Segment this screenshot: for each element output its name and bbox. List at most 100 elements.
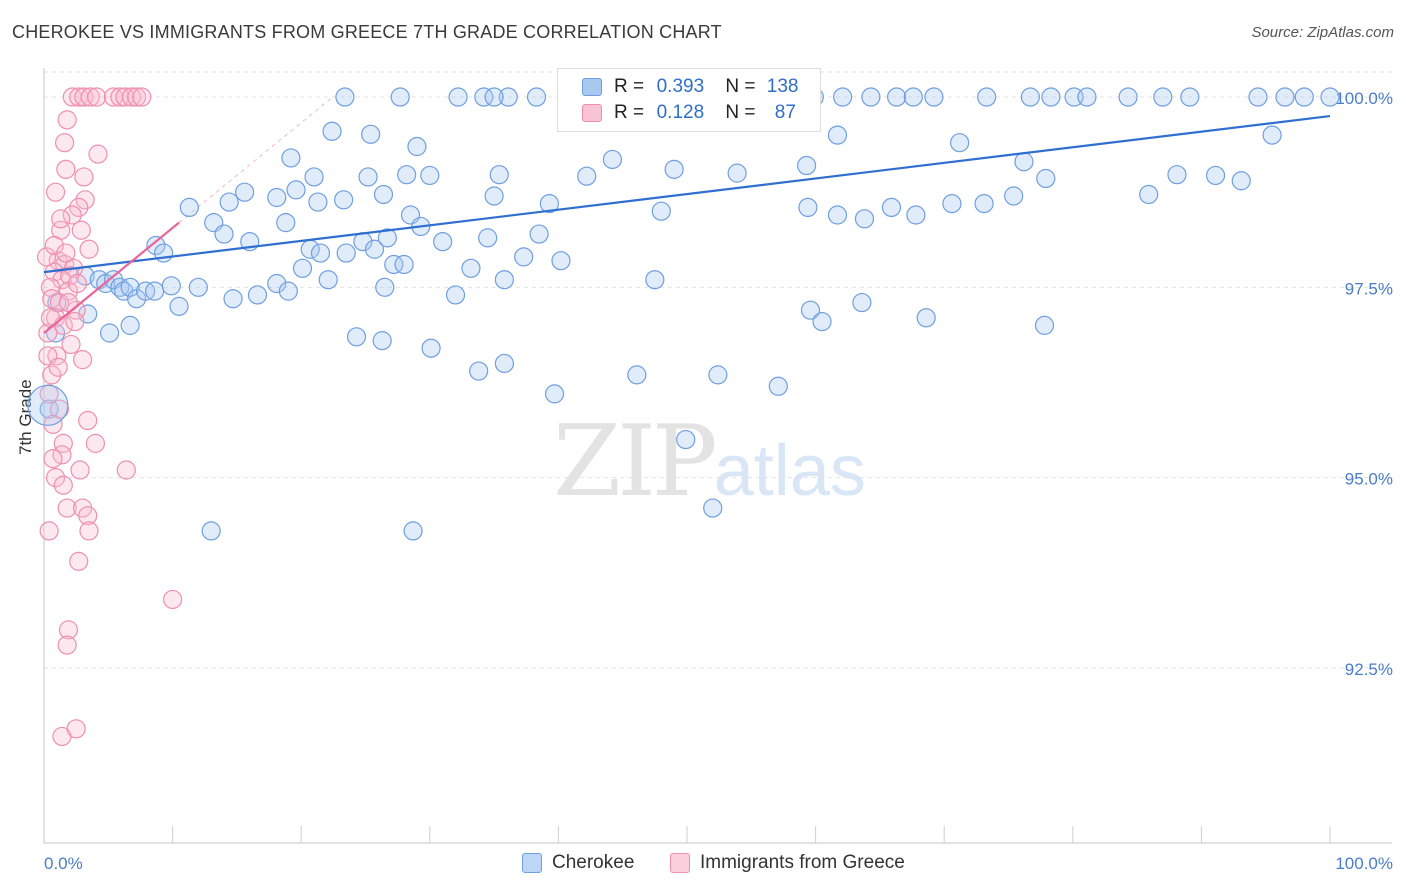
greece-point bbox=[53, 475, 73, 495]
cherokee-point bbox=[267, 273, 287, 294]
greece-point bbox=[79, 521, 99, 541]
greece-point bbox=[69, 197, 89, 218]
legend-n-label-2: N = bbox=[725, 102, 756, 123]
cherokee-point bbox=[812, 311, 832, 332]
greece-point bbox=[45, 468, 66, 488]
legend-r-value-cherokee: 0.393 bbox=[656, 76, 705, 97]
bottom-legend-greece[interactable]: Immigrants from Greece bbox=[670, 852, 905, 874]
cherokee-point-large bbox=[27, 384, 69, 426]
cherokee-point bbox=[887, 87, 907, 107]
greece-point bbox=[56, 243, 76, 263]
cherokee-point bbox=[384, 254, 404, 275]
greece-point bbox=[121, 87, 142, 107]
greece-point bbox=[70, 460, 90, 480]
cherokee-point bbox=[494, 353, 514, 374]
cherokee-trend-line bbox=[43, 114, 1331, 274]
source-label: Source: ZipAtlas.com bbox=[1251, 24, 1394, 41]
legend-n-label: N = bbox=[725, 76, 756, 97]
greece-point bbox=[43, 448, 63, 469]
legend-row-greece: R = 0.128 N = 87 bbox=[582, 101, 796, 125]
cherokee-point bbox=[827, 205, 848, 225]
greece-point bbox=[126, 87, 147, 107]
cherokee-point bbox=[358, 167, 378, 187]
greece-point bbox=[72, 350, 93, 370]
cherokee-point bbox=[906, 205, 926, 225]
legend-r-label-2: R = bbox=[614, 102, 645, 123]
x-tick-label-min: 0.0% bbox=[44, 854, 83, 873]
cherokee-point bbox=[798, 197, 818, 218]
cherokee-point bbox=[247, 285, 268, 305]
cherokee-point bbox=[394, 254, 414, 275]
cherokee-point bbox=[390, 87, 410, 107]
cherokee-point bbox=[577, 166, 597, 186]
cherokee-point bbox=[796, 155, 817, 176]
greece-trend-line bbox=[43, 221, 180, 334]
cherokee-point bbox=[377, 228, 397, 248]
cherokee-point bbox=[364, 239, 385, 259]
cherokee-point bbox=[651, 201, 671, 221]
greece-point bbox=[116, 460, 136, 480]
greece-point bbox=[65, 311, 85, 332]
cherokee-point bbox=[974, 193, 994, 214]
greece-point bbox=[45, 182, 66, 202]
cherokee-point bbox=[445, 285, 466, 305]
cherokee-point bbox=[881, 197, 902, 218]
cherokee-point bbox=[484, 186, 504, 206]
watermark-atlas: atlas bbox=[713, 431, 866, 511]
legend-r-value-greece: 0.128 bbox=[656, 102, 705, 123]
bottom-legend-cherokee[interactable]: Cherokee bbox=[522, 852, 634, 874]
cherokee-point bbox=[676, 429, 696, 450]
greece-point bbox=[40, 308, 61, 328]
greece-point bbox=[60, 266, 80, 286]
cherokee-point bbox=[478, 228, 498, 248]
y-tick-label: 92.5% bbox=[1345, 660, 1393, 679]
cherokee-point bbox=[854, 209, 875, 229]
cherokee-point bbox=[318, 270, 338, 290]
cherokee-point bbox=[645, 270, 665, 290]
cherokee-point bbox=[1077, 87, 1097, 107]
greece-point bbox=[163, 589, 183, 610]
cherokee-point bbox=[161, 276, 181, 296]
cherokee-point bbox=[1275, 87, 1295, 107]
cherokee-point bbox=[489, 165, 509, 185]
legend-n-value-greece: 87 bbox=[774, 102, 796, 123]
cherokee-point bbox=[308, 192, 328, 212]
cherokee-point bbox=[144, 281, 165, 301]
greece-point bbox=[56, 159, 76, 179]
greece-point bbox=[115, 87, 135, 107]
cherokee-point bbox=[373, 184, 394, 205]
cherokee-point bbox=[484, 87, 504, 107]
cherokee-point bbox=[1231, 171, 1251, 191]
cherokee-point bbox=[800, 300, 821, 320]
greece-point bbox=[48, 357, 68, 377]
cherokee-point bbox=[827, 125, 848, 145]
greece-point bbox=[69, 551, 89, 571]
cherokee-point bbox=[1041, 87, 1061, 107]
cherokee-point bbox=[99, 323, 120, 343]
cherokee-point bbox=[407, 136, 427, 157]
greece-point bbox=[44, 235, 64, 256]
cherokee-point bbox=[942, 193, 962, 214]
cherokee-point bbox=[169, 296, 189, 316]
cherokee-point bbox=[120, 315, 140, 335]
cherokee-point bbox=[977, 87, 997, 107]
cherokee-point bbox=[1320, 87, 1340, 107]
greece-point bbox=[87, 87, 107, 107]
greece-point bbox=[71, 220, 91, 240]
cherokee-point bbox=[539, 193, 559, 214]
watermark-zip: ZIP bbox=[553, 405, 718, 519]
greece-point bbox=[58, 620, 79, 640]
greece-point bbox=[57, 498, 77, 518]
cherokee-point bbox=[602, 149, 623, 170]
cherokee-point bbox=[110, 277, 130, 297]
greece-point bbox=[42, 365, 62, 385]
greece-point bbox=[39, 521, 59, 541]
cherokee-point bbox=[529, 224, 549, 244]
cherokee-point bbox=[433, 232, 453, 252]
cherokee-point bbox=[1262, 125, 1282, 145]
cherokee-point bbox=[201, 521, 221, 541]
greece-point bbox=[78, 410, 98, 431]
greece-point bbox=[80, 87, 100, 107]
cherokee-point bbox=[346, 327, 367, 347]
cherokee-point bbox=[903, 87, 923, 107]
